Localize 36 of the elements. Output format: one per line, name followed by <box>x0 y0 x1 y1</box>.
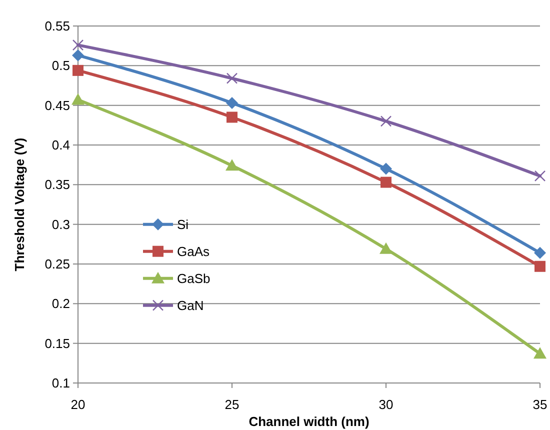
point <box>534 260 546 272</box>
y-tick-label: 0.2 <box>52 296 70 312</box>
y-tick-label: 0.4 <box>52 138 70 153</box>
point <box>534 347 546 359</box>
x-tick-label: 20 <box>70 397 86 412</box>
point <box>380 176 392 188</box>
y-tick-label: 0.3 <box>52 216 70 232</box>
point <box>534 246 546 259</box>
point <box>226 96 238 109</box>
legend-label: Si <box>177 216 189 232</box>
point <box>72 64 84 76</box>
y-tick-label: 0.35 <box>44 177 70 192</box>
y-tick-label: 0.1 <box>52 376 70 391</box>
y-axis-title: Threshold Voltage (V) <box>12 138 27 272</box>
y-tick-label: 0.45 <box>44 98 70 113</box>
y-tick-label: 0.25 <box>44 256 70 272</box>
legend-label: GaSb <box>177 270 210 286</box>
point <box>72 49 84 62</box>
point <box>72 39 84 51</box>
y-tick-label: 0.15 <box>44 336 70 351</box>
x-axis-title: Channel width (nm) <box>248 414 370 429</box>
y-tick-label: 0.5 <box>52 58 70 74</box>
point <box>72 93 84 105</box>
point <box>226 72 238 84</box>
point <box>380 116 392 127</box>
point <box>380 242 392 254</box>
y-tick-label: 0.55 <box>44 18 70 34</box>
point <box>226 112 238 123</box>
point <box>534 170 546 182</box>
point <box>380 162 392 175</box>
x-tick-label: 35 <box>532 397 548 412</box>
x-tick-label: 30 <box>378 397 394 412</box>
legend-label: GaAs <box>177 244 210 259</box>
legend-label: GaN <box>177 298 204 313</box>
point <box>226 159 238 171</box>
x-tick-label: 25 <box>224 397 240 412</box>
